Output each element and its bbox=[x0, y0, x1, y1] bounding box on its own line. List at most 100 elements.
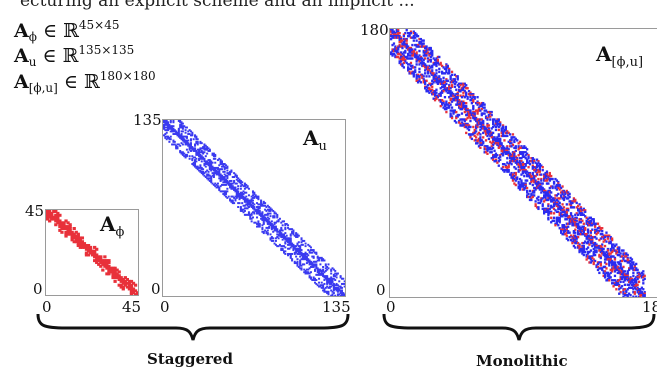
nonzero-entry bbox=[330, 289, 333, 292]
nonzero-entry bbox=[438, 75, 441, 78]
nonzero-entry bbox=[438, 78, 441, 81]
nonzero-entry bbox=[591, 256, 594, 260]
nonzero-entry bbox=[242, 196, 245, 199]
nonzero-entry bbox=[524, 171, 527, 175]
nonzero-entry bbox=[171, 129, 174, 132]
nonzero-entry bbox=[203, 160, 206, 163]
nonzero-entry bbox=[524, 151, 527, 154]
nonzero-entry bbox=[633, 280, 636, 283]
nonzero-entry bbox=[635, 280, 638, 283]
nonzero-entry bbox=[588, 238, 591, 242]
nonzero-entry bbox=[172, 120, 175, 122]
nonzero-entry bbox=[494, 160, 498, 163]
nonzero-entry bbox=[470, 112, 474, 115]
nonzero-entry bbox=[501, 151, 505, 154]
nonzero-entry bbox=[455, 103, 458, 106]
nonzero-entry bbox=[207, 149, 210, 152]
nonzero-entry bbox=[531, 191, 534, 194]
nonzero-entry bbox=[256, 225, 259, 228]
nonzero-entry bbox=[442, 84, 445, 87]
nonzero-entry bbox=[304, 256, 307, 259]
nonzero-entry bbox=[547, 192, 550, 196]
nonzero-entry bbox=[509, 142, 512, 145]
nonzero-entry bbox=[303, 256, 306, 259]
nonzero-entry bbox=[324, 267, 327, 270]
nonzero-entry bbox=[588, 224, 591, 227]
nonzero-entry bbox=[405, 43, 408, 47]
nonzero-entry bbox=[585, 232, 588, 236]
nonzero-entry bbox=[442, 85, 445, 88]
nonzero-entry bbox=[391, 43, 394, 47]
nonzero-entry bbox=[392, 34, 396, 38]
nonzero-entry bbox=[562, 197, 566, 200]
nonzero-entry bbox=[219, 161, 222, 164]
nonzero-entry bbox=[261, 215, 264, 218]
nonzero-entry bbox=[636, 286, 639, 289]
nonzero-entry bbox=[208, 159, 211, 162]
nonzero-entry bbox=[289, 241, 292, 244]
nonzero-entry bbox=[183, 140, 186, 143]
nonzero-entry bbox=[268, 220, 271, 223]
nonzero-entry bbox=[500, 130, 503, 133]
nonzero-entry bbox=[504, 151, 508, 154]
nonzero-entry bbox=[194, 135, 197, 138]
nonzero-entry bbox=[480, 125, 483, 129]
nonzero-entry bbox=[541, 168, 544, 172]
nonzero-entry bbox=[177, 135, 180, 138]
nonzero-entry bbox=[523, 182, 526, 185]
nonzero-entry bbox=[168, 123, 171, 126]
nonzero-entry bbox=[465, 113, 468, 117]
nonzero-entry bbox=[578, 247, 581, 251]
nonzero-entry bbox=[537, 164, 540, 167]
nonzero-entry bbox=[332, 285, 335, 288]
nonzero-entry bbox=[323, 289, 326, 292]
nonzero-entry bbox=[164, 126, 167, 129]
nonzero-entry bbox=[452, 78, 455, 81]
nonzero-entry bbox=[613, 274, 617, 278]
nonzero-entry bbox=[575, 240, 578, 243]
nonzero-entry bbox=[245, 198, 248, 201]
nonzero-entry bbox=[574, 200, 577, 203]
nonzero-entry bbox=[500, 152, 503, 155]
nonzero-entry bbox=[636, 277, 639, 281]
nonzero-entry bbox=[486, 149, 489, 152]
nonzero-entry bbox=[625, 277, 628, 281]
nonzero-entry bbox=[307, 249, 310, 252]
nonzero-entry bbox=[113, 266, 117, 270]
nonzero-entry bbox=[392, 33, 396, 36]
nonzero-entry bbox=[268, 221, 271, 224]
nonzero-entry bbox=[206, 160, 209, 163]
header-fragment: ecturing an explicit scheme and an impli… bbox=[20, 0, 415, 11]
nonzero-entry bbox=[579, 227, 583, 230]
nonzero-entry bbox=[268, 209, 271, 212]
tick-u-y-bottom: 0 bbox=[151, 280, 161, 298]
nonzero-entry bbox=[425, 67, 428, 71]
nonzero-entry bbox=[192, 138, 195, 141]
nonzero-entry bbox=[196, 153, 199, 156]
nonzero-entry bbox=[456, 84, 459, 87]
nonzero-entry bbox=[581, 250, 584, 254]
nonzero-entry bbox=[479, 128, 482, 132]
nonzero-entry bbox=[300, 267, 303, 270]
nonzero-entry bbox=[68, 228, 72, 232]
nonzero-entry bbox=[261, 219, 264, 222]
caption-monolithic: Monolithic bbox=[476, 352, 568, 370]
nonzero-entry bbox=[528, 173, 532, 176]
nonzero-entry bbox=[530, 176, 533, 179]
nonzero-entry bbox=[206, 177, 209, 180]
nonzero-entry bbox=[582, 244, 585, 248]
nonzero-entry bbox=[398, 60, 401, 63]
nonzero-entry bbox=[219, 168, 222, 171]
nonzero-entry bbox=[477, 131, 481, 135]
nonzero-entry bbox=[219, 163, 222, 165]
nonzero-entry bbox=[230, 187, 233, 190]
nonzero-entry bbox=[336, 284, 339, 287]
nonzero-entry bbox=[473, 128, 476, 132]
nonzero-entry bbox=[245, 200, 248, 203]
nonzero-entry bbox=[616, 267, 619, 270]
nonzero-entry bbox=[405, 37, 408, 41]
nonzero-entry bbox=[543, 194, 546, 197]
nonzero-entry bbox=[619, 267, 622, 270]
nonzero-entry bbox=[489, 118, 492, 121]
nonzero-entry bbox=[214, 161, 217, 164]
